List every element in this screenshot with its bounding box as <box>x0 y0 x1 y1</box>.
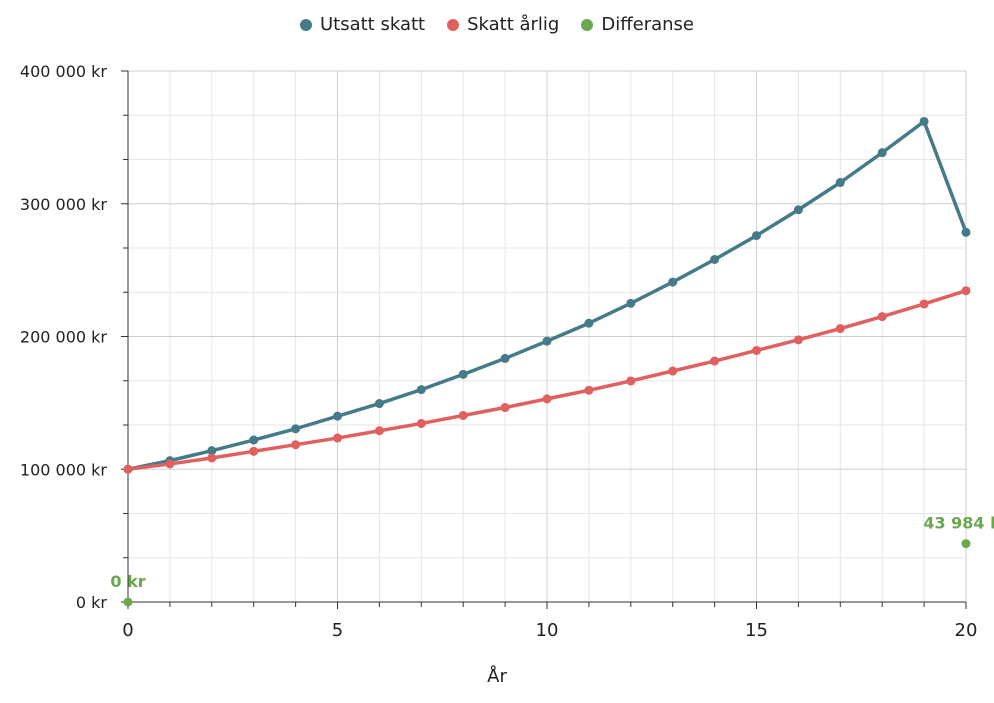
legend-label-utsatt-skatt: Utsatt skatt <box>319 14 426 35</box>
data-point-skatt-arlig <box>333 433 342 443</box>
y-tick-label: 100 000 kr <box>20 460 108 479</box>
data-point-skatt-arlig <box>165 459 175 469</box>
data-point-skatt-arlig <box>291 440 301 450</box>
data-point-skatt-arlig <box>416 418 426 428</box>
data-point-utsatt-skatt <box>584 318 594 328</box>
legend: Utsatt skatt Skatt årlig Differanse <box>0 14 994 35</box>
data-point-skatt-arlig <box>626 376 636 386</box>
data-label-differanse: 43 984 kr <box>923 514 994 533</box>
data-point-skatt-arlig <box>500 403 510 413</box>
data-point-utsatt-skatt <box>291 424 301 434</box>
data-point-utsatt-skatt <box>333 411 342 421</box>
legend-marker-differanse <box>581 18 594 31</box>
data-point-skatt-arlig <box>207 453 217 463</box>
data-point-skatt-arlig <box>249 446 259 456</box>
data-point-skatt-arlig <box>752 345 761 355</box>
data-point-skatt-arlig <box>374 426 384 436</box>
x-axis-title: År <box>487 666 507 687</box>
data-point-skatt-arlig <box>919 299 929 309</box>
data-point-utsatt-skatt <box>458 369 468 379</box>
data-point-utsatt-skatt <box>710 255 720 265</box>
series <box>123 116 971 607</box>
data-point-utsatt-skatt <box>542 336 552 346</box>
legend-item-utsatt-skatt[interactable]: Utsatt skatt <box>299 14 426 35</box>
data-point-skatt-arlig <box>668 366 678 376</box>
data-point-utsatt-skatt <box>207 446 217 456</box>
legend-marker-skatt-arlig <box>447 18 460 31</box>
x-tick-label: 0 <box>122 620 133 641</box>
data-point-skatt-arlig <box>458 410 468 420</box>
data-point-differanse <box>961 539 971 549</box>
data-labels: 0 kr 43 984 kr <box>110 514 994 591</box>
data-point-utsatt-skatt <box>416 385 426 395</box>
data-point-skatt-arlig <box>123 464 133 474</box>
legend-marker-utsatt-skatt <box>299 18 312 31</box>
data-point-skatt-arlig <box>710 356 720 366</box>
data-point-utsatt-skatt <box>835 178 845 188</box>
y-tick-label: 0 kr <box>76 593 108 612</box>
data-point-utsatt-skatt <box>626 298 636 308</box>
y-tick-label: 200 000 kr <box>20 328 108 347</box>
x-tick-label: 15 <box>745 620 768 641</box>
axes: 0 kr 100 000 kr 200 000 kr 300 000 kr 400 00… <box>20 62 978 641</box>
data-point-skatt-arlig <box>584 385 594 395</box>
data-point-utsatt-skatt <box>668 277 678 287</box>
data-point-utsatt-skatt <box>249 435 259 445</box>
y-tick-label: 300 000 kr <box>20 195 108 214</box>
legend-label-differanse: Differanse <box>601 14 694 35</box>
data-point-skatt-arlig <box>835 324 845 334</box>
x-tick-label: 20 <box>955 620 978 641</box>
data-point-utsatt-skatt <box>877 148 887 158</box>
data-point-skatt-arlig <box>877 312 887 322</box>
data-point-skatt-arlig <box>961 286 971 296</box>
data-point-skatt-arlig <box>793 335 803 345</box>
legend-label-skatt-arlig: Skatt årlig <box>467 14 560 35</box>
grid <box>128 70 967 602</box>
data-point-skatt-arlig <box>542 394 552 404</box>
data-point-utsatt-skatt <box>961 227 971 237</box>
legend-item-differanse[interactable]: Differanse <box>581 14 694 35</box>
data-point-utsatt-skatt <box>919 116 929 126</box>
x-tick-label: 5 <box>332 620 343 641</box>
legend-item-skatt-arlig[interactable]: Skatt årlig <box>447 14 559 35</box>
data-label-differanse: 0 kr <box>110 572 145 591</box>
data-point-utsatt-skatt <box>374 399 384 409</box>
data-point-utsatt-skatt <box>500 353 510 363</box>
data-point-utsatt-skatt <box>752 231 761 241</box>
data-point-utsatt-skatt <box>793 205 803 215</box>
data-point-differanse <box>123 597 133 607</box>
y-tick-label: 400 000 kr <box>20 62 108 81</box>
x-tick-label: 10 <box>536 620 559 641</box>
